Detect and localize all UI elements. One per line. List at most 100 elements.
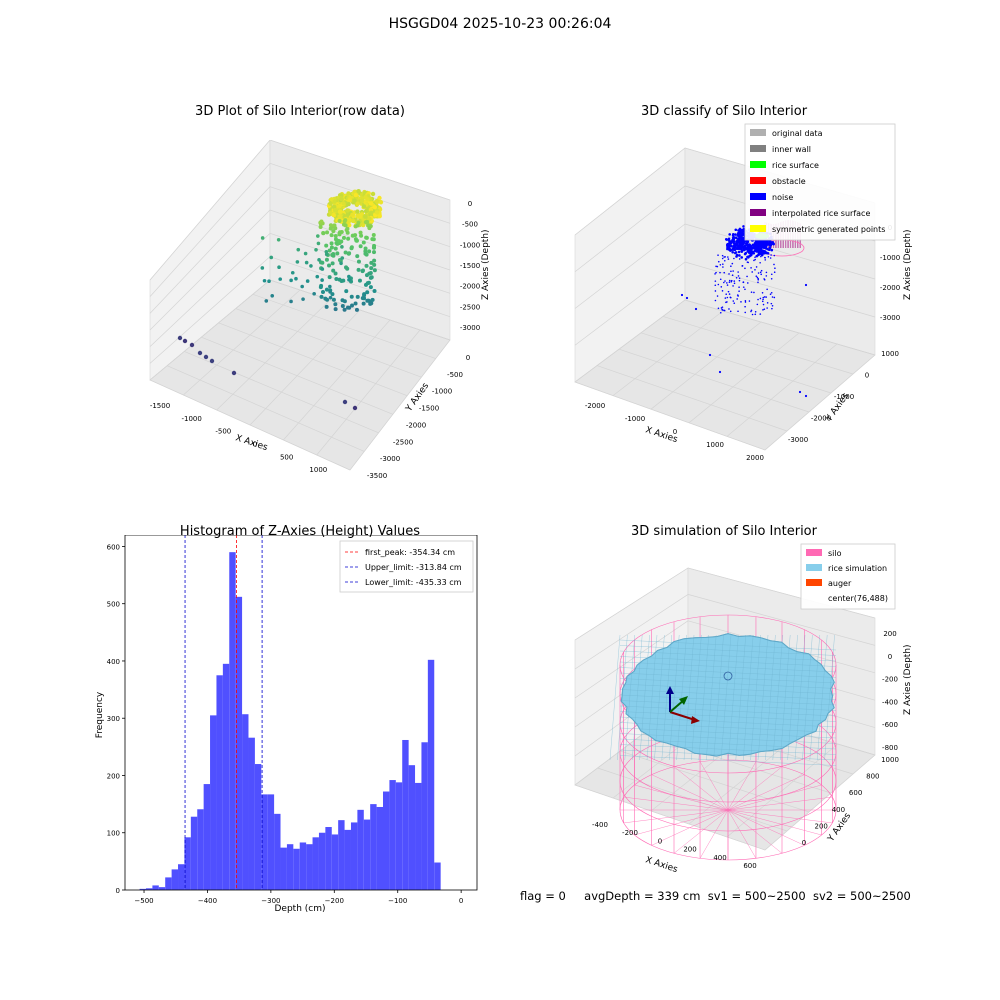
noise-point bbox=[728, 279, 731, 282]
noise-point bbox=[746, 240, 750, 244]
noise-point bbox=[737, 310, 739, 313]
data-point bbox=[368, 285, 373, 290]
data-point bbox=[327, 248, 332, 253]
silo-floor-rib bbox=[623, 796, 729, 811]
grid-line bbox=[574, 567, 689, 641]
histogram-bar bbox=[248, 737, 255, 890]
rice-mesh-line bbox=[619, 744, 837, 755]
auger-axes bbox=[666, 686, 700, 724]
grid-line bbox=[574, 261, 686, 346]
rice-mesh-line bbox=[780, 634, 791, 761]
noise-point bbox=[758, 241, 761, 244]
data-point bbox=[355, 254, 360, 259]
z-tick-label: -600 bbox=[882, 721, 898, 729]
histogram-bar bbox=[171, 869, 179, 890]
rice-mesh-line bbox=[619, 727, 837, 739]
noise-point bbox=[759, 297, 762, 300]
noise-point bbox=[725, 293, 728, 295]
noise-point bbox=[757, 247, 761, 251]
x-tick-label: 0 bbox=[253, 441, 257, 449]
legend-label: interpolated rice surface bbox=[772, 209, 870, 218]
panel1-x-ticks: -1500 -1000 -500 0 500 1000 1500 bbox=[150, 402, 359, 480]
grid-line bbox=[149, 163, 271, 297]
data-point bbox=[320, 278, 324, 282]
histogram-bar bbox=[158, 887, 166, 890]
data-point bbox=[331, 212, 336, 218]
grid-line bbox=[149, 279, 271, 381]
noise-point bbox=[756, 276, 759, 279]
noise-point bbox=[722, 263, 724, 265]
data-point bbox=[264, 299, 269, 303]
noise-point bbox=[761, 243, 764, 246]
data-point bbox=[325, 230, 330, 235]
silo-floor-rib bbox=[727, 809, 805, 846]
histogram-y-ticks: 0 100 200 300 400 500 600 bbox=[107, 543, 125, 895]
data-point bbox=[339, 196, 344, 202]
silo-floor-rib bbox=[727, 809, 822, 836]
data-point bbox=[276, 237, 281, 242]
data-point bbox=[371, 233, 376, 238]
rice-surface bbox=[609, 633, 837, 766]
noise-point bbox=[719, 271, 721, 274]
grid-line bbox=[216, 299, 331, 411]
x-tick-label: 500 bbox=[280, 453, 293, 461]
noise-point bbox=[740, 256, 744, 259]
noise-point bbox=[774, 267, 776, 269]
data-point bbox=[364, 263, 369, 268]
rice-mesh-line bbox=[619, 716, 837, 728]
rice-mesh-line bbox=[619, 700, 837, 711]
z-tick-label: 200 bbox=[883, 630, 896, 638]
noise-point bbox=[741, 230, 744, 234]
histogram-bar bbox=[145, 888, 153, 890]
y-tick-label: 0 bbox=[116, 887, 120, 895]
silo-floor-rib bbox=[651, 809, 729, 846]
legend-swatch bbox=[806, 549, 822, 556]
noise-point bbox=[734, 228, 738, 232]
noise-point bbox=[737, 250, 741, 254]
noise-point bbox=[755, 254, 759, 258]
data-point bbox=[231, 370, 237, 376]
noise-point bbox=[749, 249, 753, 252]
histogram-y-label: Frequency bbox=[95, 691, 105, 738]
plot-frame bbox=[124, 535, 478, 891]
data-point bbox=[355, 201, 360, 206]
noise-point bbox=[804, 283, 808, 287]
noise-point bbox=[750, 309, 753, 312]
noise-point bbox=[734, 233, 737, 236]
rice-mesh-line bbox=[794, 634, 806, 761]
noise-point bbox=[755, 275, 758, 278]
noise-point bbox=[725, 301, 727, 304]
data-point bbox=[203, 354, 209, 360]
noise-point bbox=[732, 270, 734, 272]
rice-mesh-line bbox=[683, 634, 695, 761]
noise-point bbox=[756, 303, 759, 306]
rice-mesh-line bbox=[698, 634, 709, 761]
rice-mesh-line bbox=[669, 634, 680, 761]
data-point bbox=[345, 230, 350, 235]
data-point bbox=[353, 193, 358, 198]
x-tick-label: -1000 bbox=[181, 415, 201, 423]
grid-line bbox=[764, 754, 876, 851]
noise-point bbox=[744, 267, 746, 270]
legend-swatch bbox=[806, 564, 822, 571]
noise-point bbox=[746, 256, 750, 259]
panel2-x-ticks: -2000 -1000 0 1000 2000 bbox=[585, 402, 764, 462]
noise-point bbox=[759, 271, 762, 274]
panel4-y-ticks: 0 200 400 600 800 1000 bbox=[802, 756, 899, 847]
noise-point bbox=[743, 248, 747, 251]
data-point bbox=[324, 304, 329, 309]
data-point bbox=[329, 233, 334, 238]
rice-mesh-line bbox=[787, 634, 798, 761]
noise-point bbox=[746, 282, 749, 284]
x-tick-label: -1000 bbox=[625, 415, 645, 423]
data-point bbox=[333, 233, 338, 238]
data-point bbox=[345, 208, 350, 213]
data-point bbox=[347, 251, 352, 256]
y-tick-label: 0 bbox=[865, 372, 869, 380]
data-point bbox=[365, 197, 370, 202]
rice-surface-edge bbox=[620, 633, 835, 757]
noise-point bbox=[770, 273, 773, 276]
noise-point bbox=[729, 310, 732, 313]
data-point bbox=[353, 233, 358, 238]
grid-line bbox=[167, 365, 365, 452]
